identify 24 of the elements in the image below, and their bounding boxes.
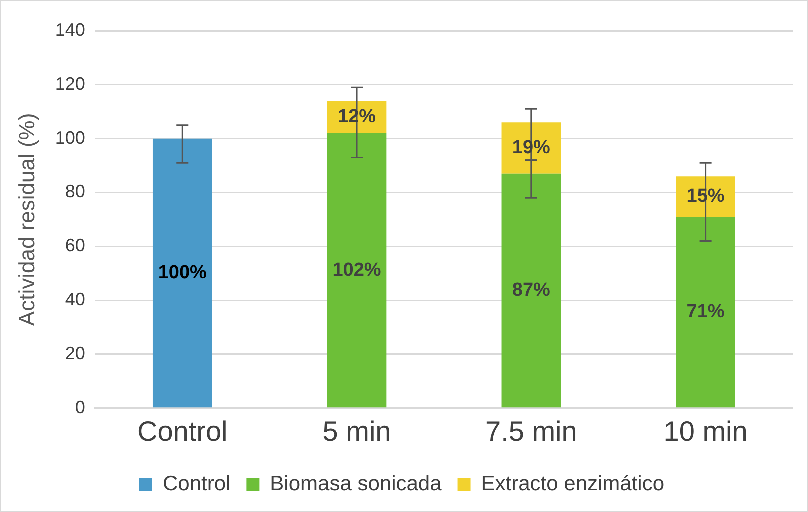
bar [152, 138, 212, 408]
data-label: 71% [686, 302, 725, 323]
y-tick-label: 60 [65, 236, 86, 256]
data-label: 100% [158, 262, 208, 284]
legend-label: Control [162, 472, 231, 496]
x-tick-label: 7.5 min [486, 416, 578, 447]
y-tick-label: 80 [65, 182, 86, 202]
legend-label: Extracto enzimático [481, 472, 665, 496]
data-label: 87% [512, 280, 551, 301]
bar [327, 133, 387, 408]
data-label: 102% [332, 260, 382, 281]
y-tick-label: 0 [75, 397, 86, 418]
y-tick-label: 120 [55, 74, 86, 94]
bar [502, 174, 562, 408]
x-tick-label: 5 min [322, 416, 392, 447]
x-tick-label: Control [137, 416, 228, 447]
y-tick-label: 40 [65, 290, 86, 310]
y-tick-label: 140 [55, 20, 86, 40]
x-tick-label: 10 min [664, 416, 748, 447]
y-axis-title: Actividad residual (%) [14, 113, 40, 326]
bar [676, 217, 736, 408]
y-tick-label: 100 [55, 128, 86, 148]
legend-label: Biomasa sonicada [270, 472, 442, 496]
y-tick-label: 20 [65, 343, 86, 364]
